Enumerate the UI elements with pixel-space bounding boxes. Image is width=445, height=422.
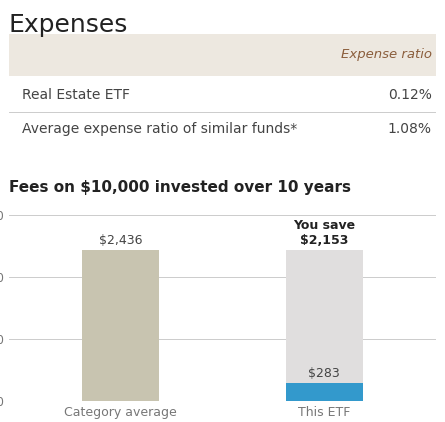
FancyBboxPatch shape: [9, 34, 436, 76]
Text: 0.12%: 0.12%: [388, 88, 432, 102]
Text: Expenses: Expenses: [9, 13, 128, 37]
Text: Fees on $10,000 invested over 10 years: Fees on $10,000 invested over 10 years: [9, 179, 351, 195]
Text: $2,436: $2,436: [99, 234, 142, 247]
Text: Real Estate ETF: Real Estate ETF: [22, 88, 129, 102]
Text: Expense ratio: Expense ratio: [341, 49, 432, 62]
Text: You save
$2,153: You save $2,153: [293, 219, 355, 247]
Text: Average expense ratio of similar funds*: Average expense ratio of similar funds*: [22, 122, 297, 136]
Bar: [82, 250, 159, 401]
Text: $283: $283: [308, 367, 340, 380]
Text: 1.08%: 1.08%: [388, 122, 432, 136]
Bar: [286, 383, 363, 401]
Bar: [286, 250, 363, 383]
